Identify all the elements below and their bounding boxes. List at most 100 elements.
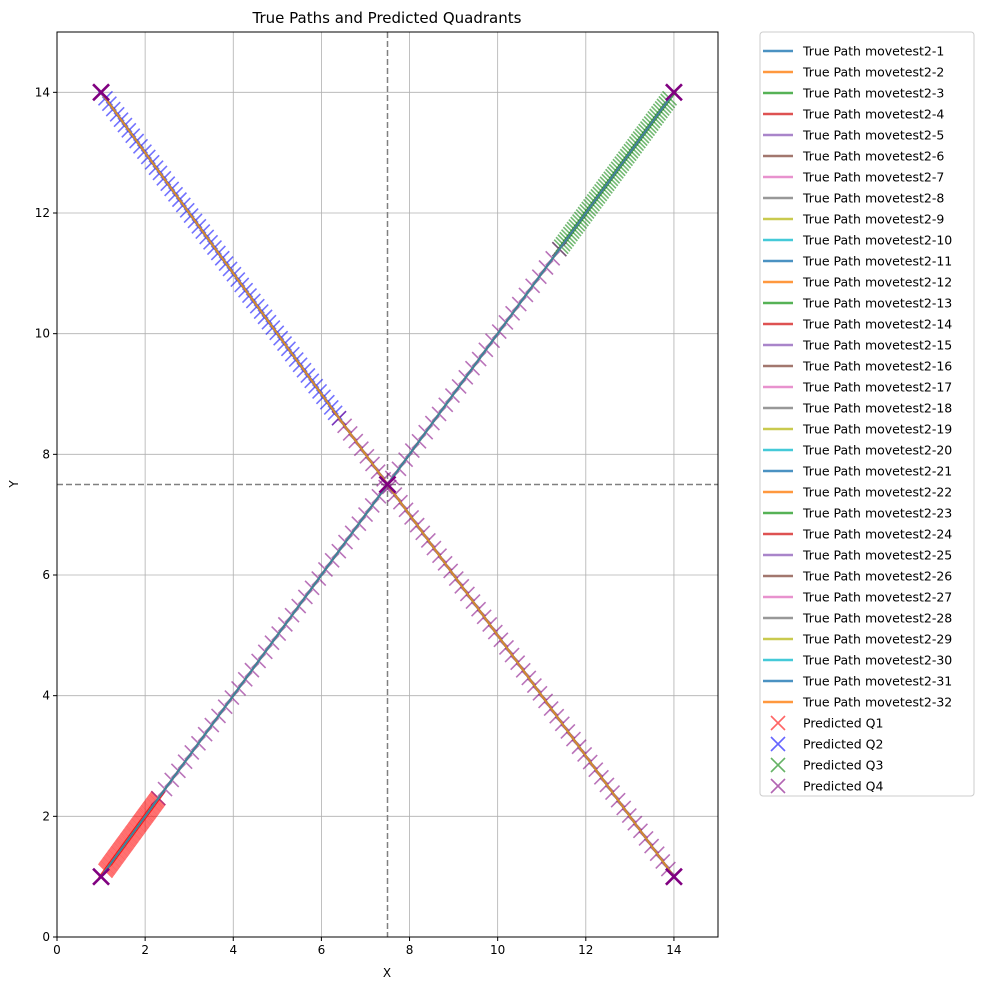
y-tick-label: 2 bbox=[42, 809, 50, 823]
legend-label: True Path movetest2-20 bbox=[802, 443, 952, 458]
legend-item: True Path movetest2-25 bbox=[763, 548, 952, 563]
legend-item: True Path movetest2-1 bbox=[763, 44, 944, 59]
legend-label: Predicted Q2 bbox=[803, 737, 883, 752]
legend-label: True Path movetest2-29 bbox=[802, 632, 952, 647]
legend-label: True Path movetest2-7 bbox=[802, 170, 944, 185]
legend-item: True Path movetest2-22 bbox=[763, 485, 952, 500]
legend-label: Predicted Q1 bbox=[803, 716, 883, 731]
legend-item: True Path movetest2-7 bbox=[763, 170, 944, 185]
legend-item: True Path movetest2-20 bbox=[763, 443, 952, 458]
legend-label: True Path movetest2-6 bbox=[802, 149, 944, 164]
legend-label: True Path movetest2-19 bbox=[802, 422, 952, 437]
legend-label: True Path movetest2-15 bbox=[802, 338, 952, 353]
legend-item: True Path movetest2-21 bbox=[763, 464, 952, 479]
y-tick-label: 12 bbox=[35, 206, 50, 220]
legend-swatch bbox=[770, 778, 786, 794]
legend-item: True Path movetest2-30 bbox=[763, 653, 952, 668]
legend-item: True Path movetest2-13 bbox=[763, 296, 952, 311]
legend-item: True Path movetest2-4 bbox=[763, 107, 944, 122]
x-stroke bbox=[92, 867, 110, 886]
legend-item: True Path movetest2-26 bbox=[763, 569, 952, 584]
legend-item: True Path movetest2-23 bbox=[763, 506, 952, 521]
endpoint-marker bbox=[665, 83, 683, 102]
legend-item: True Path movetest2-15 bbox=[763, 338, 952, 353]
x-tick-label: 2 bbox=[141, 943, 149, 957]
legend-label: True Path movetest2-14 bbox=[802, 317, 952, 332]
legend-label: True Path movetest2-1 bbox=[802, 44, 944, 59]
y-tick-label: 14 bbox=[35, 85, 50, 99]
y-tick-label: 0 bbox=[42, 930, 50, 944]
legend-swatch bbox=[770, 736, 786, 752]
x-stroke bbox=[378, 475, 397, 494]
legend-item: True Path movetest2-8 bbox=[763, 191, 944, 206]
legend-label: True Path movetest2-27 bbox=[802, 590, 952, 605]
x-stroke bbox=[770, 715, 786, 731]
legend-label: True Path movetest2-18 bbox=[802, 401, 952, 416]
x-tick-label: 8 bbox=[406, 943, 414, 957]
legend-item: True Path movetest2-19 bbox=[763, 422, 952, 437]
legend-label: True Path movetest2-31 bbox=[802, 674, 952, 689]
legend-item: True Path movetest2-12 bbox=[763, 275, 952, 290]
x-stroke bbox=[770, 778, 786, 794]
legend-label: Predicted Q3 bbox=[803, 758, 883, 773]
plot-frame bbox=[56, 31, 719, 938]
legend-item: True Path movetest2-11 bbox=[763, 254, 952, 269]
legend-item: True Path movetest2-28 bbox=[763, 611, 952, 626]
legend-label: True Path movetest2-23 bbox=[802, 506, 952, 521]
legend-label: True Path movetest2-26 bbox=[802, 569, 952, 584]
x-tick-label: 12 bbox=[578, 943, 593, 957]
legend-label: True Path movetest2-32 bbox=[802, 695, 952, 710]
legend-label: Predicted Q4 bbox=[803, 779, 883, 794]
legend-item: True Path movetest2-5 bbox=[763, 128, 944, 143]
x-tick-label: 10 bbox=[490, 943, 505, 957]
legend-label: True Path movetest2-8 bbox=[802, 191, 944, 206]
legend-item: True Path movetest2-14 bbox=[763, 317, 952, 332]
y-tick-label: 4 bbox=[42, 689, 50, 703]
chart-title: True Paths and Predicted Quadrants bbox=[252, 9, 522, 27]
x-axis-ticks: 0 2 4 6 8 10 12 14 bbox=[53, 937, 682, 957]
legend-item: True Path movetest2-3 bbox=[763, 86, 944, 101]
legend-item: True Path movetest2-27 bbox=[763, 590, 952, 605]
legend-item: True Path movetest2-32 bbox=[763, 695, 952, 710]
endpoint-markers bbox=[92, 83, 683, 886]
legend-label: True Path movetest2-17 bbox=[802, 380, 952, 395]
x-stroke bbox=[665, 867, 683, 886]
legend-item: Predicted Q2 bbox=[770, 736, 883, 752]
x-stroke bbox=[770, 736, 786, 752]
y-axis-label: Y bbox=[7, 480, 21, 489]
y-tick-label: 6 bbox=[42, 568, 50, 582]
legend-label: True Path movetest2-25 bbox=[802, 548, 952, 563]
legend-label: True Path movetest2-16 bbox=[802, 359, 952, 374]
legend-label: True Path movetest2-9 bbox=[802, 212, 944, 227]
y-tick-label: 10 bbox=[35, 327, 50, 341]
legend-item: True Path movetest2-6 bbox=[763, 149, 944, 164]
legend-label: True Path movetest2-5 bbox=[802, 128, 944, 143]
legend-label: True Path movetest2-30 bbox=[802, 653, 952, 668]
legend: True Path movetest2-1 True Path movetest2… bbox=[759, 31, 975, 797]
legend-label: True Path movetest2-21 bbox=[802, 464, 952, 479]
x-stroke bbox=[92, 83, 110, 102]
legend-item: Predicted Q1 bbox=[770, 715, 883, 731]
legend-label: True Path movetest2-4 bbox=[802, 107, 944, 122]
legend-item: Predicted Q3 bbox=[770, 757, 883, 773]
legend-item: True Path movetest2-31 bbox=[763, 674, 952, 689]
legend-label: True Path movetest2-10 bbox=[802, 233, 952, 248]
x-stroke bbox=[770, 757, 786, 773]
legend-swatch bbox=[770, 715, 786, 731]
legend-box bbox=[759, 31, 975, 797]
endpoint-marker bbox=[665, 867, 683, 886]
x-tick-label: 14 bbox=[666, 943, 681, 957]
legend-item: True Path movetest2-29 bbox=[763, 632, 952, 647]
y-tick-label: 8 bbox=[42, 447, 50, 461]
endpoint-marker bbox=[92, 867, 110, 886]
legend-label: True Path movetest2-2 bbox=[802, 65, 944, 80]
x-tick-label: 0 bbox=[53, 943, 61, 957]
legend-item: True Path movetest2-17 bbox=[763, 380, 952, 395]
legend-label: True Path movetest2-24 bbox=[802, 527, 952, 542]
legend-item: True Path movetest2-16 bbox=[763, 359, 952, 374]
predicted-series bbox=[150, 241, 682, 885]
legend-item: True Path movetest2-18 bbox=[763, 401, 952, 416]
x-tick-label: 4 bbox=[229, 943, 237, 957]
legend-label: True Path movetest2-28 bbox=[802, 611, 952, 626]
